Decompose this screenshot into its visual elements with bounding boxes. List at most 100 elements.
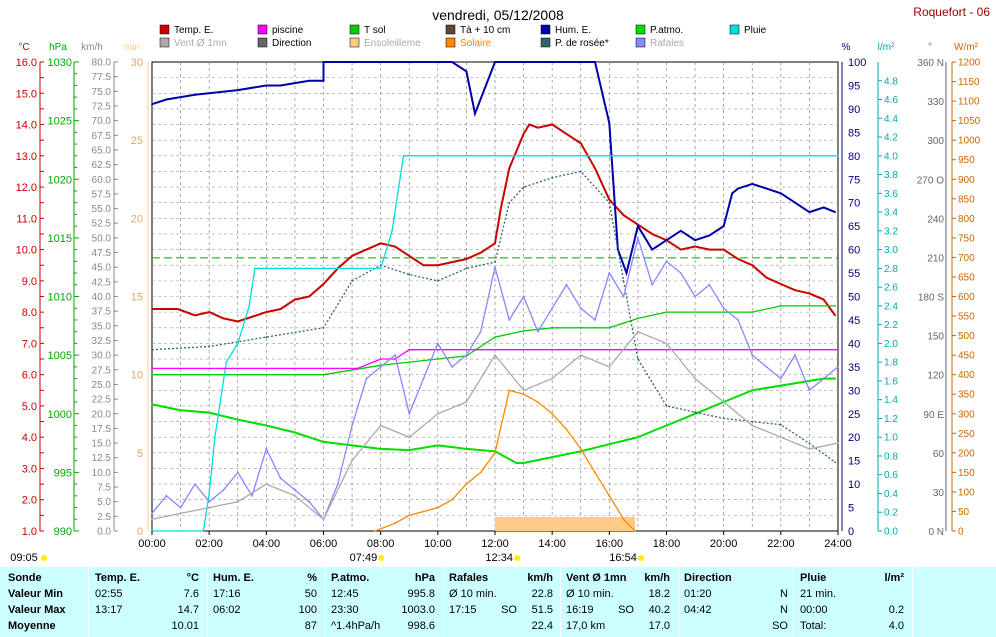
legend-swatch-enso <box>349 37 360 48</box>
summary-table: Sonde Valeur Min Valeur Max Moyenne Temp… <box>0 567 996 637</box>
tick-label-wm2: 1000 <box>958 136 981 147</box>
tick-label-hpa: 1015 <box>48 233 72 245</box>
data-point-vent <box>579 354 582 356</box>
data-point-rafales <box>408 412 411 415</box>
data-point-hum <box>779 192 782 195</box>
tick-label-kmh: 30.0 <box>92 351 112 362</box>
tick-label-wm2: 650 <box>958 272 975 283</box>
x-tick-label: 24:00 <box>824 538 852 550</box>
tick-label-dir: 330 <box>927 97 944 108</box>
data-point-temp <box>176 308 179 310</box>
tick-label-kmh: 50.0 <box>92 233 112 244</box>
tick-label-min: 0 <box>137 526 143 538</box>
legend-label-direction: Direction <box>272 38 311 49</box>
legend-swatch-tcm <box>445 24 456 35</box>
data-point-patm <box>379 448 382 450</box>
data-point-vent <box>522 389 525 392</box>
data-point-hum <box>451 61 453 63</box>
tick-label-temp: 11.0 <box>16 213 37 225</box>
sunrise-marker-label: 07:49 <box>350 552 378 564</box>
data-point-rafales <box>179 506 182 509</box>
tick-label-temp: 8.0 <box>22 307 37 319</box>
data-point-temp <box>151 308 153 310</box>
tick-label-kmh: 75.0 <box>92 87 112 98</box>
tick-label-min: 20 <box>131 213 143 225</box>
legend-label-temp: Temp. E. <box>174 25 213 36</box>
row-label-sonde: Sonde <box>8 572 42 584</box>
summary-col-name: Direction <box>684 572 732 584</box>
tick-label-temp: 4.0 <box>22 432 37 444</box>
data-point-temp <box>522 133 525 135</box>
tick-label-hpa: 1030 <box>48 57 72 69</box>
sunrise-marker-icon <box>378 555 385 561</box>
data-point-piscine <box>379 358 382 360</box>
data-point-rafales <box>394 354 396 356</box>
legend-label-hum: Hum. E. <box>555 25 591 36</box>
data-point-rafales <box>208 500 211 503</box>
data-point-rafales <box>279 477 282 480</box>
tick-label-kmh: 40.0 <box>92 292 112 303</box>
chart-axes: °C hPa km/h min% l/m² ° W/m² 1.0 2.0 3.0 4.0 5.0 6.0… <box>16 42 981 538</box>
data-point-tsol <box>608 326 611 329</box>
tick-label-dir: 300 <box>927 136 944 147</box>
tick-label-kmh: 20.0 <box>92 409 112 420</box>
data-point-pluie <box>608 154 611 157</box>
data-point-patm <box>522 462 525 464</box>
tick-label-kmh: 57.5 <box>92 189 112 200</box>
tick-label-dir: 30 <box>933 488 945 499</box>
data-point-rosee <box>722 417 725 420</box>
tick-label-pct: 65 <box>848 221 860 233</box>
tick-label-kmh: 0.0 <box>97 527 111 538</box>
data-point-temp <box>265 311 268 313</box>
legend-label-rafales: Rafales <box>650 38 684 49</box>
legend-swatch-hum <box>540 24 551 35</box>
data-point-hum <box>551 61 554 63</box>
data-point-rafales <box>679 272 682 274</box>
tick-label-wm2: 950 <box>958 155 975 166</box>
summary-min-value: 50 <box>304 588 317 600</box>
data-point-rafales <box>508 319 511 321</box>
tick-label-rain: 3.6 <box>884 189 898 200</box>
summary-col-unit: l/m² <box>884 572 904 584</box>
weather-chart: vendredi, 05/12/2008 Roquefort - 06 Temp… <box>10 5 990 564</box>
tick-label-kmh: 72.5 <box>92 101 112 112</box>
summary-col-name: Pluie <box>800 572 827 584</box>
data-point-solaire <box>508 389 511 392</box>
axis-unit-kmh: km/h <box>81 42 103 53</box>
data-point-vent <box>294 494 296 497</box>
axis-unit-wm2: W/m² <box>954 42 979 53</box>
tick-label-rain: 4.6 <box>884 95 898 106</box>
summary-min-time: Ø 10 min. <box>449 588 497 600</box>
summary-min-value: 18.2 <box>648 588 670 600</box>
tick-label-pct: 70 <box>848 198 860 210</box>
data-point-temp <box>722 248 725 251</box>
tick-label-rain: 0.4 <box>884 489 898 500</box>
tick-label-pct: 0 <box>848 526 854 538</box>
data-point-solaire <box>436 506 439 509</box>
series-line-rosee <box>151 170 836 463</box>
left-time-icon <box>41 555 47 561</box>
data-point-solaire <box>465 483 468 485</box>
axis-unit-min: min <box>124 42 140 53</box>
data-point-hum <box>194 93 196 96</box>
data-point-temp <box>308 295 311 298</box>
data-point-vent <box>351 459 353 462</box>
data-point-tsol <box>522 330 525 332</box>
summary-max-value: 0.2 <box>888 604 904 616</box>
left-time-label: 09:05 <box>10 552 38 564</box>
data-point-vent <box>179 512 182 515</box>
data-point-temp <box>499 208 502 210</box>
tick-label-kmh: 22.5 <box>92 395 112 406</box>
tick-label-wm2: 1200 <box>958 58 981 69</box>
data-point-temp <box>608 198 611 201</box>
chart-grid <box>151 61 839 532</box>
data-point-rafales <box>765 366 768 368</box>
x-tick-label: 12:00 <box>481 538 509 550</box>
summary-col-name: Temp. E. <box>95 572 141 584</box>
data-point-temp <box>679 248 682 251</box>
data-point-rafales <box>294 489 296 491</box>
row-label-max: Valeur Max <box>8 604 66 616</box>
data-point-rosee <box>834 461 836 464</box>
data-point-tsol <box>751 311 754 313</box>
tick-label-kmh: 10.0 <box>92 468 112 479</box>
